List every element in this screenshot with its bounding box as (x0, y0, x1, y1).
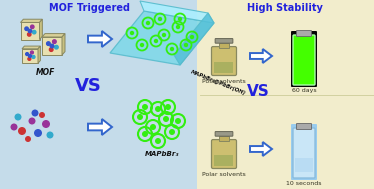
Text: Polar solvents: Polar solvents (202, 79, 246, 84)
Circle shape (142, 104, 148, 110)
Bar (215, 155, 233, 166)
Circle shape (42, 120, 50, 128)
Circle shape (26, 53, 28, 56)
Circle shape (31, 25, 34, 29)
Circle shape (158, 17, 162, 21)
Polygon shape (21, 19, 42, 22)
Circle shape (32, 56, 35, 58)
Circle shape (150, 124, 156, 130)
FancyBboxPatch shape (293, 35, 315, 85)
Circle shape (163, 116, 169, 122)
Circle shape (130, 31, 134, 35)
Bar (215, 62, 233, 73)
Circle shape (28, 29, 32, 33)
FancyBboxPatch shape (297, 30, 312, 36)
Circle shape (165, 104, 171, 110)
Circle shape (46, 132, 53, 139)
Text: MAPbBr₃: MAPbBr₃ (145, 151, 179, 157)
Circle shape (184, 43, 188, 47)
Circle shape (155, 138, 161, 144)
Circle shape (175, 118, 181, 124)
Polygon shape (62, 34, 65, 55)
FancyBboxPatch shape (212, 46, 236, 75)
Circle shape (28, 55, 31, 57)
Circle shape (25, 136, 31, 142)
Bar (219, 136, 229, 141)
Text: MOF: MOF (36, 68, 56, 77)
Circle shape (31, 109, 39, 116)
Circle shape (190, 35, 194, 39)
FancyBboxPatch shape (215, 132, 233, 136)
Circle shape (28, 57, 31, 60)
Circle shape (15, 114, 21, 121)
Circle shape (28, 118, 36, 125)
Polygon shape (250, 142, 272, 156)
Circle shape (47, 42, 50, 45)
Circle shape (49, 48, 53, 51)
Text: 10 seconds: 10 seconds (286, 181, 322, 186)
FancyBboxPatch shape (291, 31, 317, 87)
Circle shape (10, 123, 18, 130)
Bar (0, 0, 197, 189)
Text: 60 days: 60 days (292, 88, 316, 93)
Circle shape (155, 106, 161, 112)
Circle shape (50, 44, 54, 48)
Polygon shape (22, 49, 38, 63)
Polygon shape (110, 11, 214, 65)
Circle shape (146, 21, 150, 25)
Text: VS: VS (74, 77, 101, 95)
Circle shape (178, 17, 182, 21)
Polygon shape (42, 37, 62, 55)
Circle shape (142, 131, 148, 137)
Bar (197, 0, 374, 189)
FancyBboxPatch shape (212, 140, 236, 169)
Circle shape (33, 30, 36, 34)
Text: MOF Triggered: MOF Triggered (49, 3, 131, 13)
Circle shape (170, 47, 174, 51)
Circle shape (162, 33, 166, 37)
Polygon shape (40, 19, 42, 40)
Polygon shape (22, 46, 40, 49)
Circle shape (55, 45, 58, 49)
Text: High Stability: High Stability (247, 3, 323, 13)
Polygon shape (174, 13, 214, 65)
Circle shape (28, 33, 31, 36)
Polygon shape (88, 119, 112, 135)
Bar (295, 158, 313, 172)
Circle shape (137, 114, 143, 120)
Circle shape (39, 112, 45, 118)
Circle shape (25, 27, 28, 30)
Circle shape (34, 129, 42, 137)
Polygon shape (140, 1, 214, 23)
Polygon shape (250, 49, 272, 63)
Text: Polar solvents: Polar solvents (202, 172, 246, 177)
Polygon shape (88, 31, 112, 47)
Text: MAPbBr₃@PbBr(OH): MAPbBr₃@PbBr(OH) (190, 69, 246, 96)
Circle shape (18, 127, 26, 135)
Polygon shape (42, 34, 65, 37)
FancyBboxPatch shape (293, 128, 315, 178)
Bar (219, 43, 229, 48)
Circle shape (154, 39, 158, 43)
Text: VS: VS (246, 84, 269, 99)
Polygon shape (21, 22, 40, 40)
Circle shape (169, 129, 175, 135)
FancyBboxPatch shape (215, 39, 233, 43)
Polygon shape (38, 46, 40, 63)
Circle shape (30, 51, 33, 54)
FancyBboxPatch shape (291, 124, 317, 180)
FancyBboxPatch shape (297, 123, 312, 129)
Circle shape (176, 25, 180, 29)
Circle shape (53, 40, 56, 43)
Circle shape (140, 43, 144, 47)
